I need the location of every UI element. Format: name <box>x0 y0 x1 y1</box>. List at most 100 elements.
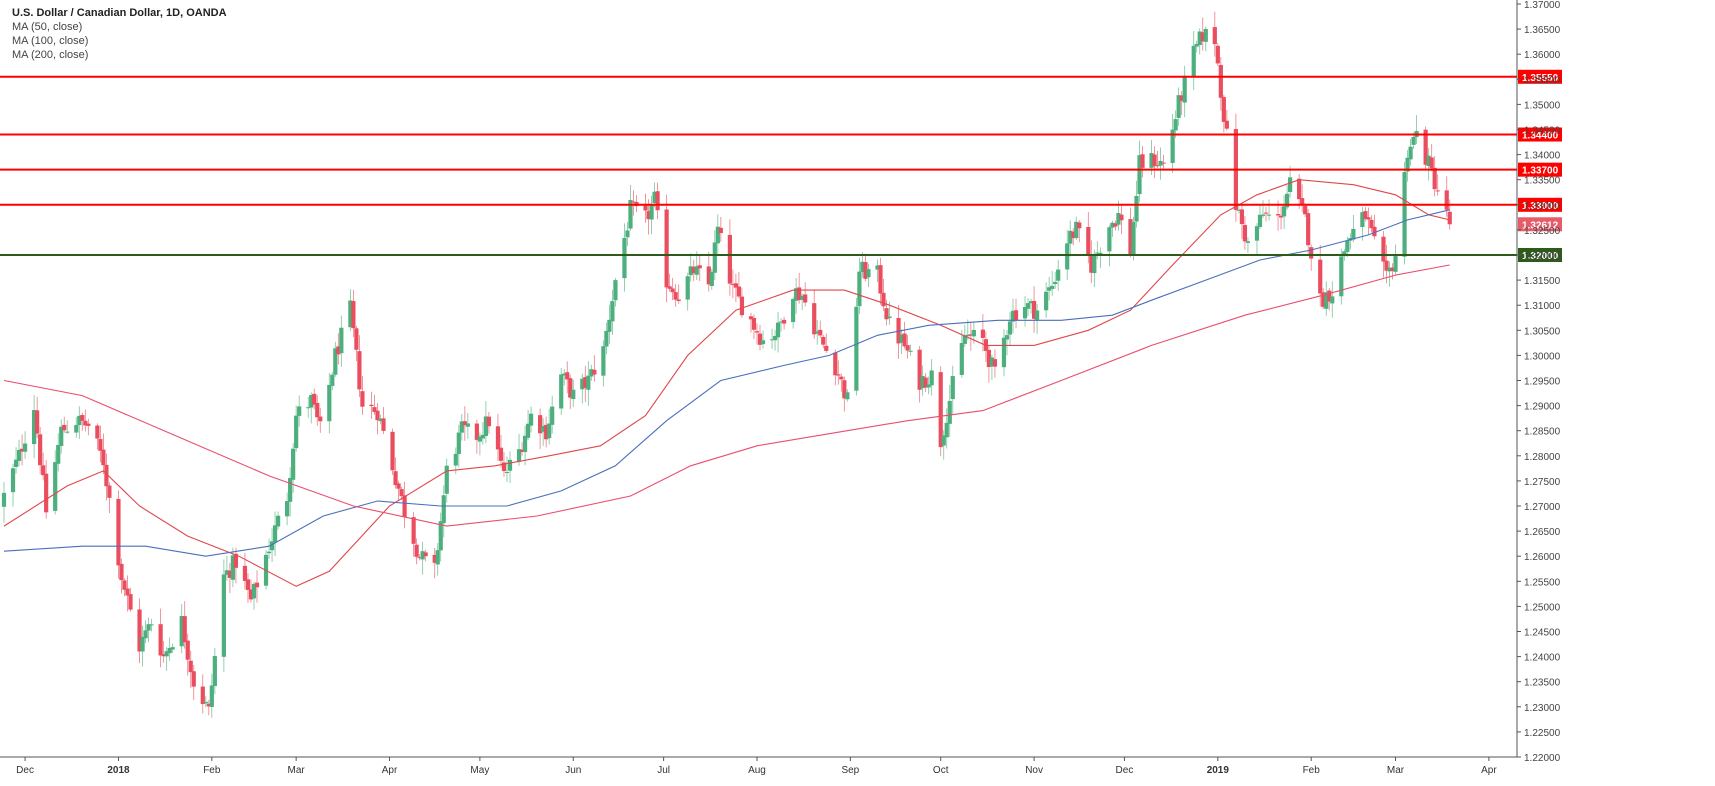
candle-body <box>1429 157 1434 169</box>
candle-body <box>1098 252 1103 255</box>
y-tick-label: 1.28500 <box>1524 427 1561 438</box>
last-price-label: 1.32612 <box>1522 220 1559 231</box>
candle-body <box>1318 259 1323 294</box>
candle-body <box>1324 292 1329 309</box>
candle-body <box>1239 209 1245 225</box>
candle-body <box>697 265 702 269</box>
candle-body <box>309 395 314 408</box>
candle-body <box>739 296 745 316</box>
x-tick-label: Jun <box>565 765 581 776</box>
candle-body <box>938 372 943 448</box>
candle-body <box>80 415 85 421</box>
candle-body <box>348 300 353 328</box>
candle-body <box>1284 193 1290 208</box>
legend-ma50: MA (50, close) <box>12 21 83 33</box>
candle-body <box>432 554 437 563</box>
candle-body <box>417 557 422 559</box>
candle-body <box>1321 292 1326 307</box>
candle-body <box>188 660 193 673</box>
x-tick-label: Jul <box>657 765 670 776</box>
x-tick-label: Apr <box>1481 765 1497 776</box>
x-tick-label: Nov <box>1025 765 1043 776</box>
y-tick-label: 1.25000 <box>1524 602 1561 613</box>
level-label: 1.33000 <box>1522 201 1559 212</box>
candle-body <box>676 299 681 301</box>
candle-body <box>53 462 58 511</box>
candle-body <box>833 352 838 376</box>
candle-body <box>1137 155 1142 195</box>
candle-body <box>1236 209 1242 211</box>
candle-body <box>86 423 91 426</box>
legend-ma100: MA (100, close) <box>12 35 89 47</box>
candle-body <box>1173 119 1178 131</box>
x-tick-label: Dec <box>1116 765 1134 776</box>
candle-body <box>369 404 374 407</box>
candle-body <box>815 331 820 334</box>
candle-body <box>13 459 19 467</box>
candle-body <box>1275 214 1281 216</box>
candle-body <box>1381 236 1386 262</box>
candle-body <box>1402 172 1407 257</box>
candle-body <box>857 271 862 307</box>
candle-body <box>1077 222 1082 229</box>
candle-body <box>98 439 103 451</box>
candle-body <box>1028 301 1034 304</box>
candle-body <box>1203 28 1208 42</box>
candle-body <box>462 421 467 426</box>
candle-body <box>62 424 67 431</box>
candle-body <box>878 265 883 294</box>
candle-body <box>522 435 528 453</box>
x-tick-label: Mar <box>1387 765 1405 776</box>
candle-body <box>688 266 693 276</box>
candle-body <box>315 402 320 418</box>
candle-body <box>420 551 425 560</box>
candle-body <box>1110 222 1115 228</box>
candle-body <box>495 426 501 450</box>
candle-body <box>1297 178 1302 200</box>
candle-body <box>1242 225 1248 242</box>
candle-body <box>866 269 871 278</box>
candle-body <box>170 647 175 650</box>
candle-body <box>1022 307 1028 319</box>
candle-body <box>393 471 398 486</box>
candle-body <box>1254 226 1260 241</box>
candle-body <box>224 570 229 575</box>
y-tick-label: 1.35000 <box>1524 100 1561 111</box>
candle-body <box>1134 195 1139 222</box>
y-tick-label: 1.22000 <box>1524 753 1561 764</box>
candle-body <box>923 377 928 388</box>
candle-body <box>842 380 847 399</box>
candle-body <box>1119 214 1124 221</box>
candle-body <box>1116 213 1121 225</box>
y-tick-label: 1.24000 <box>1524 653 1561 664</box>
candle-body <box>538 415 543 434</box>
candle-body <box>797 287 802 301</box>
candle-body <box>483 416 489 437</box>
candle-body <box>980 329 985 338</box>
candle-body <box>140 636 145 652</box>
candle-body <box>438 521 443 551</box>
candle-body <box>65 431 70 433</box>
candle-body <box>1200 32 1205 42</box>
candle-body <box>200 686 205 705</box>
candle-body <box>95 425 100 439</box>
candle-body <box>583 377 588 388</box>
candle-body <box>498 447 504 461</box>
y-tick-label: 1.32500 <box>1524 226 1561 237</box>
y-tick-label: 1.29500 <box>1524 377 1561 388</box>
candle-body <box>453 453 458 466</box>
y-tick-label: 1.30500 <box>1524 326 1561 337</box>
candle-body <box>1197 31 1202 46</box>
candle-body <box>501 462 507 472</box>
candle-body <box>38 434 43 466</box>
candle-body <box>613 280 618 301</box>
candle-body <box>965 334 970 337</box>
candle-body <box>643 205 648 211</box>
candle-body <box>836 374 841 376</box>
candle-body <box>402 495 407 518</box>
candle-body <box>206 703 211 707</box>
level-label: 1.32000 <box>1522 251 1559 262</box>
candle-body <box>875 265 880 270</box>
candle-body <box>528 413 534 426</box>
